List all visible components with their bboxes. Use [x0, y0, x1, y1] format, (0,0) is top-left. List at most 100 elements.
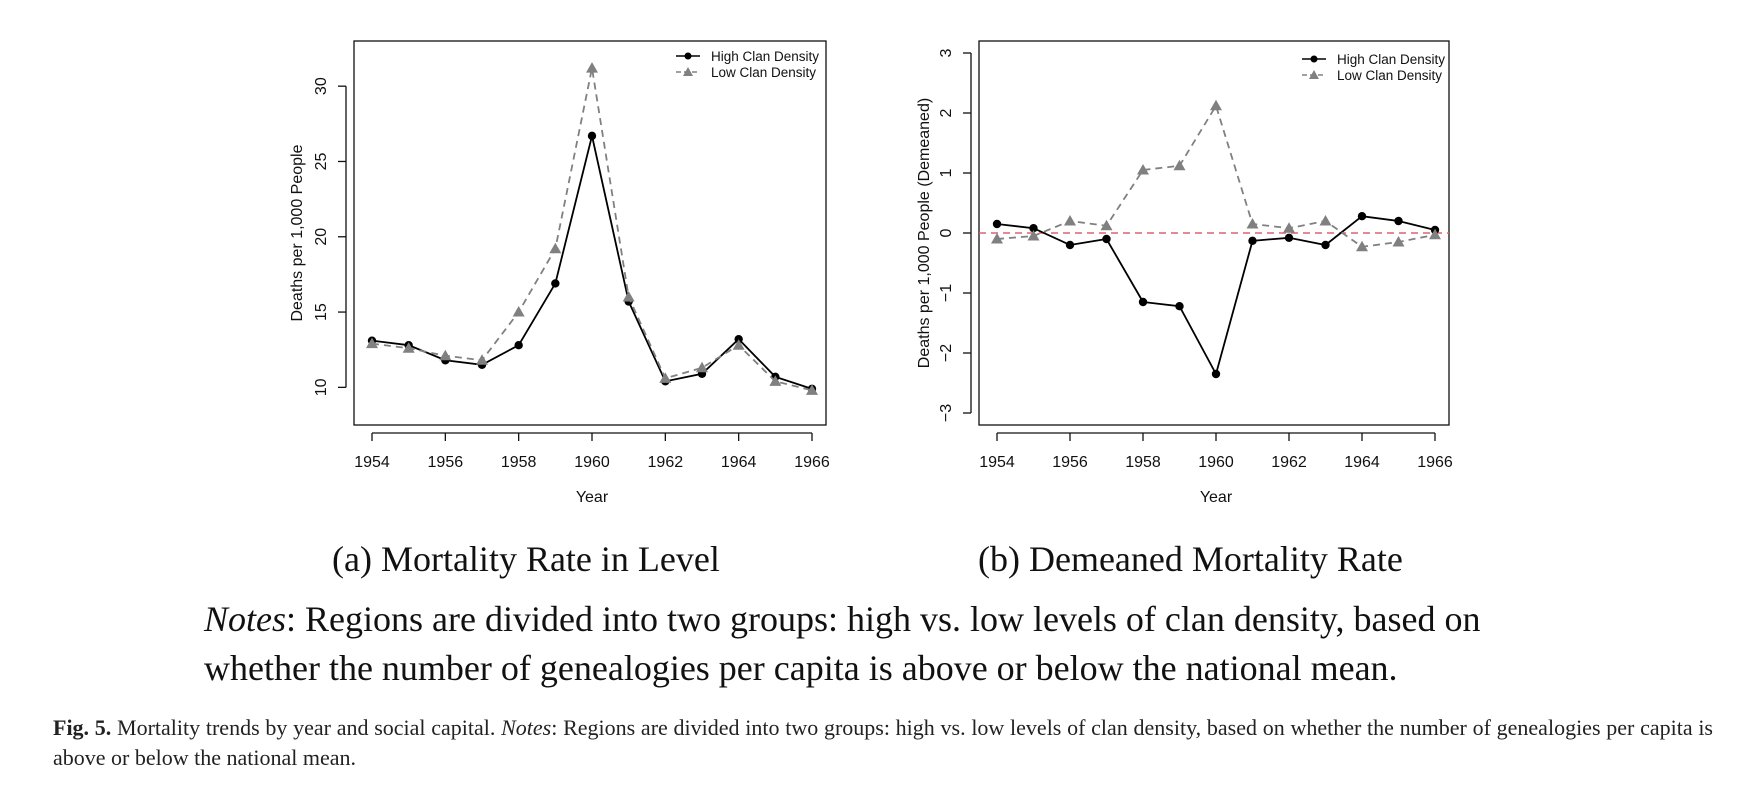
y-tick-label: −2: [938, 344, 955, 362]
data-point: [1356, 240, 1368, 252]
data-point: [991, 233, 1003, 244]
data-point: [476, 354, 488, 365]
caption-notes-label: Notes: [501, 715, 552, 740]
caption-text-2: : Regions are divided into two groups: h…: [53, 715, 1713, 770]
y-tick-label: 10: [313, 378, 330, 396]
data-point: [366, 337, 378, 349]
data-point: [1248, 236, 1257, 245]
data-point: [439, 349, 452, 361]
x-tick-label: 1958: [1125, 454, 1161, 471]
series-line-low-clan-density: [371, 67, 813, 392]
data-point: [1029, 224, 1038, 233]
data-point: [587, 131, 597, 141]
caption-label: Fig. 5.: [53, 715, 112, 740]
y-tick-label: −3: [938, 404, 955, 422]
data-point: [659, 372, 672, 383]
legend-label: Low Clan Density: [711, 65, 816, 80]
data-point: [1211, 369, 1221, 379]
chart-panel-mortality-level: 1954 1956 1958 1960 1962 1964 1966 10 15 20 25 30 Ye…: [289, 40, 830, 506]
plot-frame: [353, 40, 827, 426]
y-axis-title: Deaths per 1,000 People (Demeaned): [916, 98, 933, 368]
data-point: [1357, 212, 1367, 221]
x-axis-title: Year: [1200, 489, 1233, 506]
y-axis-title: Deaths per 1,000 People: [289, 144, 306, 321]
figure-charts: 1954 1956 1958 1960 1962 1964 19661015202530Ye…: [289, 40, 1453, 506]
x-tick-label: 1966: [1417, 454, 1453, 471]
subcaption-b: (b) Demeaned Mortality Rate: [978, 539, 1403, 579]
data-point: [1027, 230, 1040, 241]
data-point: [1175, 302, 1184, 311]
figure-notes-line-2: whether the number of genealogies per ca…: [204, 644, 1564, 693]
legend-marker: [683, 67, 693, 76]
x-tick-label: 1960: [1198, 454, 1234, 471]
x-tick-label: 1964: [721, 454, 757, 471]
data-point: [1319, 215, 1332, 226]
chart-panel-demeaned-mortality: 1954 1956 1958 1960 1962 1964 1966 −3 −2 −1 0 1 2 3 Ye…: [916, 40, 1453, 506]
y-tick-label: 30: [313, 77, 330, 95]
legend-label: Low Clan Density: [1337, 68, 1442, 83]
x-axis-title: Year: [576, 489, 609, 506]
legend-label: High Clan Density: [1337, 52, 1445, 67]
data-point: [1100, 219, 1113, 231]
y-tick-label: 1: [938, 168, 955, 177]
data-point: [586, 62, 598, 73]
data-point: [732, 339, 745, 350]
x-tick-label: 1962: [648, 454, 684, 471]
data-point: [769, 375, 782, 386]
data-point: [1138, 297, 1148, 307]
x-tick-label: 1960: [574, 454, 610, 471]
legend-marker: [1309, 70, 1319, 79]
legend-label: High Clan Density: [711, 49, 819, 64]
data-point: [1394, 216, 1403, 226]
series-low-clan-density: [991, 99, 1441, 252]
y-tick-label: 0: [938, 228, 955, 237]
caption-text-1: Mortality trends by year and social capi…: [111, 715, 502, 740]
data-point: [514, 340, 523, 350]
x-tick-label: 1962: [1271, 454, 1307, 471]
y-tick-label: 15: [313, 303, 330, 321]
figure-caption: Fig. 5. Mortality trends by year and soc…: [53, 713, 1713, 773]
y-tick-label: 20: [313, 228, 330, 246]
series-line-high-clan-density: [996, 215, 1436, 377]
data-point: [1429, 228, 1441, 240]
series-line-low-clan-density: [996, 103, 1436, 248]
data-point: [1246, 218, 1259, 229]
series-line-high-clan-density: [371, 135, 813, 390]
y-tick-label: −1: [938, 284, 955, 302]
data-point: [1210, 99, 1222, 111]
data-point: [1321, 240, 1330, 250]
x-tick-label: 1954: [354, 454, 390, 471]
data-point: [512, 306, 525, 317]
data-point: [696, 361, 708, 373]
data-point: [622, 291, 635, 302]
subcaption-a: (a) Mortality Rate in Level: [332, 539, 720, 579]
data-point: [1284, 233, 1294, 242]
legend-marker: [684, 52, 692, 60]
y-tick-label: 25: [313, 152, 330, 170]
x-tick-label: 1958: [501, 454, 537, 471]
x-tick-label: 1954: [979, 454, 1015, 471]
y-tick-label: 2: [938, 108, 955, 117]
data-point: [1064, 215, 1076, 226]
notes-label: Notes: [204, 599, 287, 639]
legend-marker: [1310, 55, 1318, 63]
data-point: [1173, 159, 1186, 171]
data-point: [1283, 222, 1295, 233]
notes-text-2: whether the number of genealogies per ca…: [204, 648, 1398, 688]
y-tick-label: 3: [938, 48, 955, 57]
data-point: [734, 334, 743, 344]
data-point: [551, 279, 560, 288]
data-point: [1102, 234, 1111, 244]
data-point: [992, 219, 1002, 229]
series-high-clan-density: [992, 212, 1440, 379]
series-low-clan-density: [366, 62, 818, 395]
x-tick-label: 1966: [794, 454, 830, 471]
x-tick-label: 1956: [428, 454, 464, 471]
notes-text-1: : Regions are divided into two groups: h…: [286, 599, 1481, 639]
data-point: [549, 242, 562, 254]
x-tick-label: 1956: [1052, 454, 1088, 471]
x-tick-label: 1964: [1344, 454, 1380, 471]
data-point: [1137, 164, 1149, 175]
